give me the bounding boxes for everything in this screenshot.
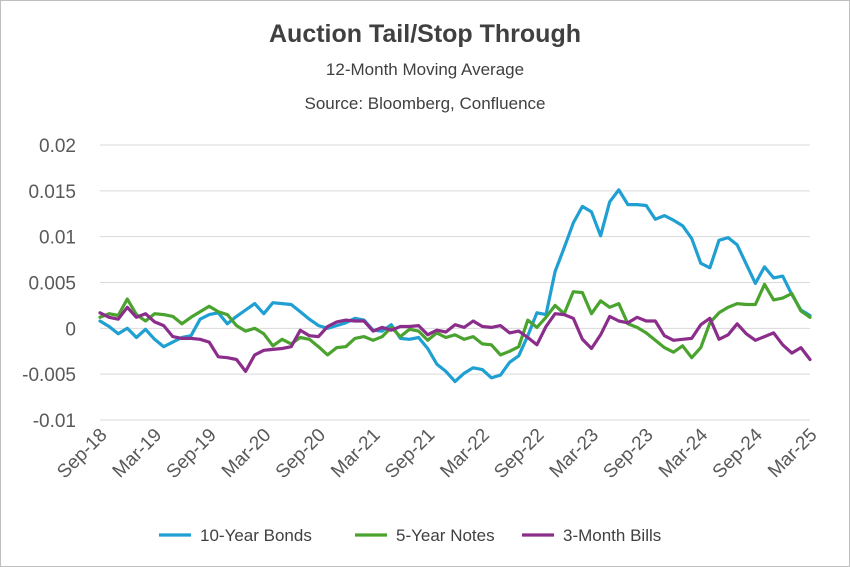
x-tick-label: Mar-22	[436, 425, 493, 482]
x-tick-label: Mar-25	[764, 425, 821, 482]
chart-subtitle: 12-Month Moving Average	[325, 60, 525, 79]
y-axis: 0.02 0.015 0.01 0.005 0 -0.005 -0.01	[22, 136, 76, 432]
x-tick-label: Sep-18	[53, 425, 111, 483]
y-tick-label: 0.01	[39, 228, 76, 249]
y-tick-label: 0	[65, 319, 76, 340]
series-line	[98, 188, 812, 384]
legend-label: 10-Year Bonds	[200, 526, 312, 545]
gridlines	[100, 144, 810, 421]
series-lines	[98, 188, 812, 384]
series-line	[98, 282, 812, 360]
chart-source: Source: Bloomberg, Confluence	[304, 94, 546, 113]
legend-label: 3-Month Bills	[563, 526, 661, 545]
x-tick-label: Sep-22	[490, 425, 548, 483]
x-tick-label: Sep-20	[272, 425, 330, 483]
x-tick-label: Sep-21	[381, 425, 439, 483]
x-tick-label: Mar-20	[218, 425, 275, 482]
y-tick-label: 0.005	[28, 274, 76, 295]
legend-label: 5-Year Notes	[396, 526, 495, 545]
x-tick-label: Sep-24	[709, 424, 767, 482]
series-line	[98, 305, 812, 373]
y-tick-label: -0.01	[33, 411, 76, 432]
x-tick-label: Mar-23	[546, 425, 603, 482]
x-tick-label: Sep-23	[600, 425, 658, 483]
y-tick-label: 0.015	[28, 182, 76, 203]
y-tick-label: 0.02	[39, 136, 76, 157]
x-tick-label: Mar-24	[655, 424, 713, 482]
x-tick-label: Mar-21	[327, 425, 384, 482]
x-tick-label: Mar-19	[109, 425, 166, 482]
legend: 10-Year Bonds 5-Year Notes 3-Month Bills	[159, 526, 661, 545]
y-tick-label: -0.005	[22, 365, 76, 386]
x-tick-label: Sep-19	[163, 425, 221, 483]
chart-title: Auction Tail/Stop Through	[269, 20, 581, 48]
x-axis: Sep-18Mar-19Sep-19Mar-20Sep-20Mar-21Sep-…	[53, 424, 821, 482]
